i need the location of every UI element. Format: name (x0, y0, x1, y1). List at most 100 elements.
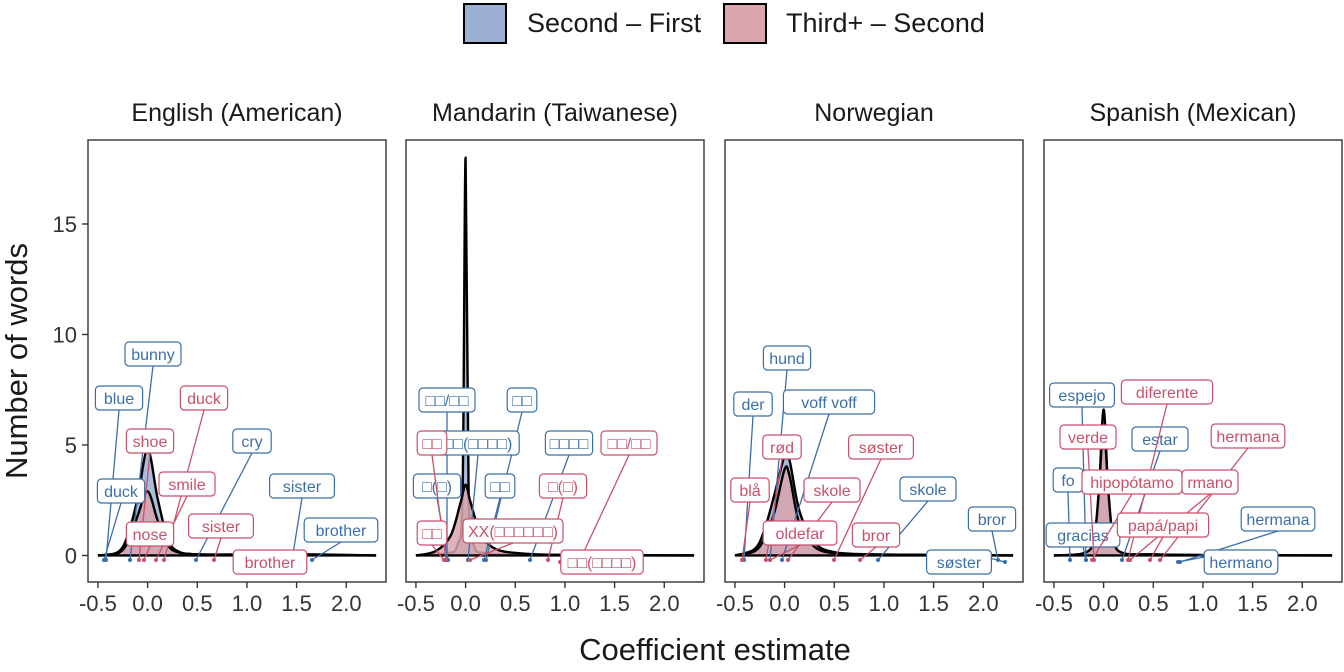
y-tick-label: 0 (65, 543, 77, 568)
annotation-label: □□/□□ (607, 436, 650, 453)
annotation-label: smile (168, 477, 205, 494)
y-tick-label: 15 (53, 212, 77, 237)
annotation-leader (579, 454, 630, 561)
word-annotation: voff voff (780, 389, 876, 562)
annotation-box (232, 428, 272, 454)
word-annotation: skole (876, 476, 957, 562)
annotation-leader (195, 452, 253, 561)
annotation-label: hermana (1246, 512, 1309, 529)
annotation-anchor (768, 558, 772, 562)
x-tick-label: 1.5 (1237, 591, 1268, 616)
word-annotation: verde (1059, 424, 1117, 562)
annotation-leader (1179, 530, 1279, 563)
panel-frame (1043, 139, 1343, 583)
x-tick-label: 1.5 (281, 591, 312, 616)
annotation-anchor (786, 558, 790, 562)
x-tick-label: 2.0 (1287, 591, 1318, 616)
annotation-leader (311, 541, 342, 561)
annotation-box (1203, 549, 1279, 575)
annotation-label: nose (133, 527, 168, 544)
annotation-anchor (128, 558, 132, 562)
word-annotation: □(□) (538, 473, 588, 562)
word-annotation: hermana (1178, 506, 1316, 564)
x-tick-label: 1.0 (232, 591, 263, 616)
panel-title: English (American) (131, 99, 342, 127)
x-tick-label: -0.5 (79, 591, 117, 616)
annotation-anchor (137, 558, 141, 562)
annotation-box (94, 385, 144, 411)
annotation-label: verde (1068, 430, 1108, 447)
x-tick-label: 2.0 (331, 591, 362, 616)
word-annotation: rød (762, 434, 802, 562)
annotation-anchor (482, 558, 486, 562)
x-tick-label: -0.5 (1035, 591, 1073, 616)
annotation-box (96, 478, 146, 504)
annotation-anchor (194, 558, 198, 562)
x-tick-label: 1.0 (550, 591, 581, 616)
word-annotation: oldefar (762, 520, 838, 562)
annotation-box (733, 391, 773, 417)
annotation-leader (143, 545, 151, 561)
annotation-leader (877, 500, 929, 561)
annotation-box (412, 473, 462, 499)
annotation-leader (1149, 536, 1164, 561)
word-annotation: søster (925, 549, 1007, 575)
word-annotation: søster (832, 434, 914, 562)
annotation-leader (769, 544, 801, 561)
annotation-box (782, 389, 876, 415)
annotation-anchor (1084, 558, 1088, 562)
annotation-box (418, 387, 476, 413)
annotation-box (967, 506, 1017, 532)
x-tick-label: 1.0 (1188, 591, 1219, 616)
word-annotation: □□ (482, 473, 516, 562)
annotation-anchor (442, 558, 446, 562)
annotation-anchor (528, 558, 532, 562)
annotation-leader (991, 530, 999, 561)
word-annotation: brother (232, 549, 308, 575)
annotation-anchor (1148, 558, 1152, 562)
panel-0: English (American) -0.5 0.0 0.5 1.0 1.5 2.0 0 5 1… (53, 99, 387, 616)
panel-title: Mandarin (Taiwanese) (432, 99, 678, 127)
density-area-third-second (734, 466, 1014, 556)
y-axis-label: Number of words (0, 243, 34, 479)
legend: Second – First Third+ – Second (463, 3, 985, 44)
legend-key-third-second (723, 3, 767, 44)
x-tick-label: 0.0 (132, 591, 163, 616)
panels: English (American) -0.5 0.0 0.5 1.0 1.5 2.0 0 5 1… (53, 99, 1343, 616)
word-annotation: papá/papi (1116, 512, 1210, 562)
annotation-leader (741, 501, 751, 561)
annotation-box (484, 473, 516, 499)
annotation-anchor (1120, 558, 1124, 562)
annotation-anchor (1068, 558, 1072, 562)
annotation-anchor (546, 558, 550, 562)
word-annotation: □□ (416, 520, 448, 562)
annotation-label: fo (1061, 473, 1074, 490)
annotation-anchor (858, 558, 862, 562)
annotation-box (762, 520, 838, 546)
word-annotation: brother (303, 517, 379, 562)
x-tick-label: -0.5 (716, 591, 754, 616)
annotation-leader (529, 454, 570, 561)
annotation-anchor (832, 558, 836, 562)
annotation-label: hund (769, 351, 805, 368)
annotation-label: □□/□□ (425, 393, 468, 410)
annotation-leader (213, 537, 222, 561)
word-annotation: □□(□□□□) (436, 430, 520, 562)
annotation-leader (103, 502, 122, 561)
panel-2: Norwegian -0.5 0.0 0.5 1.0 1.5 2.0 hund der voff … (716, 99, 1024, 616)
annotation-anchor (764, 558, 768, 562)
word-annotation: cry (194, 428, 272, 562)
x-axis-label: Coefficient estimate (579, 632, 851, 667)
annotation-box (600, 430, 658, 456)
panel-title: Norwegian (814, 99, 934, 127)
x-tick-label: -0.5 (397, 591, 435, 616)
annotation-label: oldefar (776, 526, 826, 543)
legend-key-second-first (463, 3, 507, 44)
annotation-label: rmano (1187, 475, 1232, 492)
annotation-label: skole (813, 483, 850, 500)
annotation-label: □□ (422, 436, 442, 453)
word-annotation: gracias (1045, 522, 1121, 562)
annotation-anchor (162, 558, 166, 562)
annotation-label: diferente (1136, 385, 1198, 402)
annotation-leader (1091, 493, 1133, 561)
